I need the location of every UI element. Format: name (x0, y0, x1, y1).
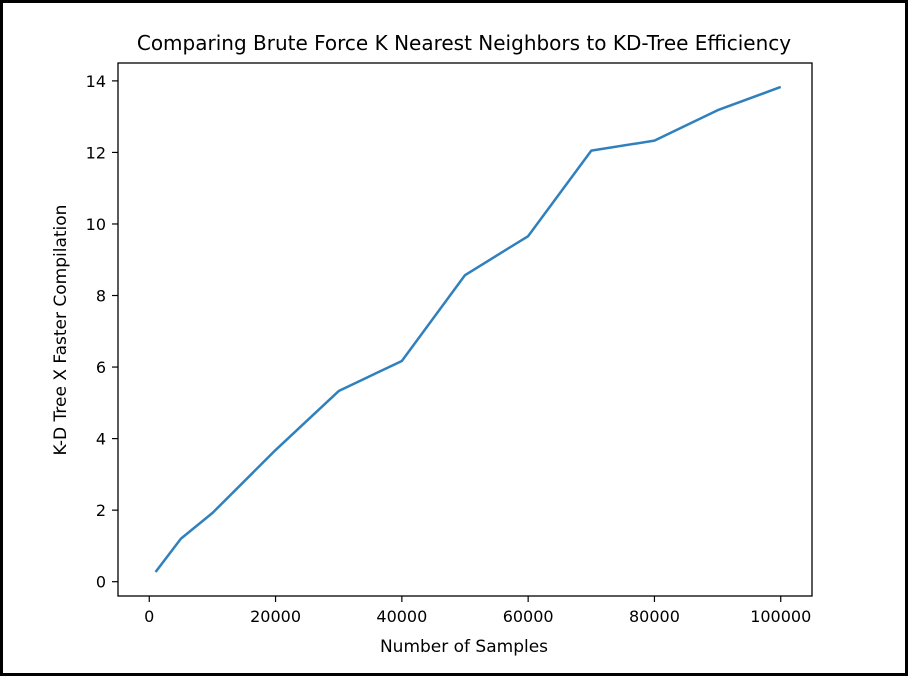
y-tick-label: 10 (86, 215, 106, 234)
x-tick-label: 20000 (250, 607, 301, 626)
x-axis-ticks: 0 20000 40000 60000 80000 100000 (144, 596, 811, 626)
axes-frame (117, 62, 813, 597)
x-tick-label: 100000 (750, 607, 811, 626)
y-axis-ticks: 0 2 4 6 8 10 12 14 (86, 72, 118, 592)
x-tick-label: 40000 (376, 607, 427, 626)
y-tick-label: 12 (86, 143, 106, 162)
x-tick-label: 80000 (629, 607, 680, 626)
y-tick-label: 0 (96, 573, 106, 592)
y-axis-label: K-D Tree X Faster Compilation (51, 205, 71, 456)
x-tick-label: 0 (144, 607, 154, 626)
y-tick-label: 4 (96, 430, 106, 449)
series-line-0 (154, 85, 782, 573)
y-tick-label: 6 (96, 358, 106, 377)
y-tick-label: 2 (96, 501, 106, 520)
chart-title: Comparing Brute Force K Nearest Neighbor… (137, 31, 791, 55)
x-axis-label: Number of Samples (380, 637, 548, 657)
x-tick-label: 60000 (503, 607, 554, 626)
y-tick-label: 8 (96, 287, 106, 306)
plot-area (117, 62, 813, 597)
y-tick-label: 14 (86, 72, 106, 91)
